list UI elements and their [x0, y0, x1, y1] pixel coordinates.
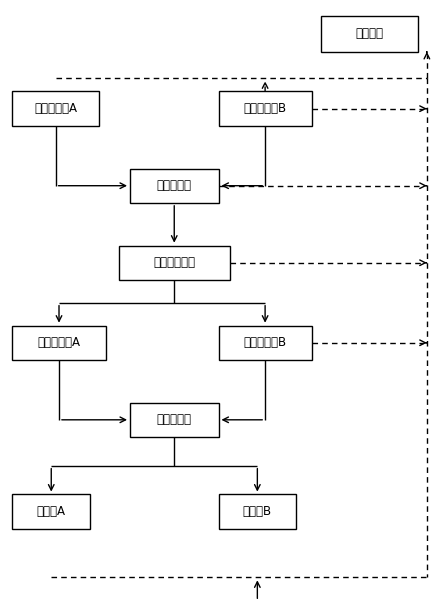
Text: 称量取样设备: 称量取样设备: [153, 256, 195, 269]
FancyBboxPatch shape: [12, 495, 90, 529]
FancyBboxPatch shape: [12, 91, 99, 126]
Text: 储存罐A: 储存罐A: [37, 505, 66, 518]
Text: 缓存加热罐B: 缓存加热罐B: [244, 337, 287, 349]
FancyBboxPatch shape: [219, 91, 312, 126]
Text: 除臭装置: 除臭装置: [355, 28, 383, 40]
Text: 储存罐B: 储存罐B: [243, 505, 272, 518]
Text: 接料加热罐B: 接料加热罐B: [244, 102, 287, 115]
Text: 缓存加热罐A: 缓存加热罐A: [37, 337, 81, 349]
FancyBboxPatch shape: [12, 326, 106, 360]
FancyBboxPatch shape: [130, 403, 219, 437]
FancyBboxPatch shape: [130, 168, 219, 203]
Text: 杂质筛分机: 杂质筛分机: [157, 179, 192, 192]
FancyBboxPatch shape: [219, 495, 296, 529]
FancyBboxPatch shape: [321, 16, 418, 52]
FancyBboxPatch shape: [219, 326, 312, 360]
Text: 脱水离心机: 脱水离心机: [157, 413, 192, 426]
FancyBboxPatch shape: [119, 246, 230, 280]
Text: 接料加热罐A: 接料加热罐A: [34, 102, 77, 115]
